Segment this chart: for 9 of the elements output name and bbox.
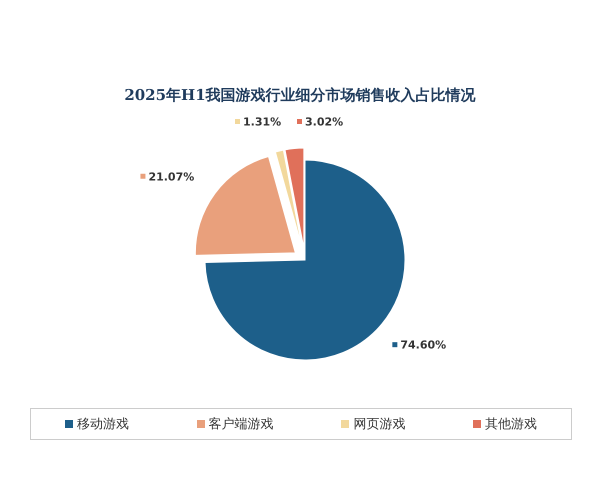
data-label: 3.02% <box>305 116 344 128</box>
data-label: 21.07% <box>148 170 194 184</box>
data-label: 74.60% <box>400 338 446 352</box>
chart-title: 2025年H1我国游戏行业细分市场销售收入占比情况 <box>123 85 477 105</box>
legend-label: 客户端游戏 <box>208 416 274 433</box>
legend-label: 移动游戏 <box>76 416 129 433</box>
legend-label: 网页游戏 <box>352 416 406 433</box>
legend-label: 其他游戏 <box>484 416 538 433</box>
data-label: 1.31% <box>243 116 282 128</box>
